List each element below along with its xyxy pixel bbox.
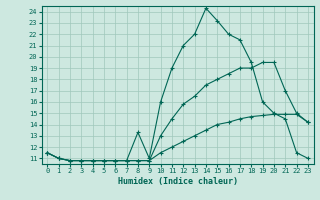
X-axis label: Humidex (Indice chaleur): Humidex (Indice chaleur) <box>118 177 237 186</box>
